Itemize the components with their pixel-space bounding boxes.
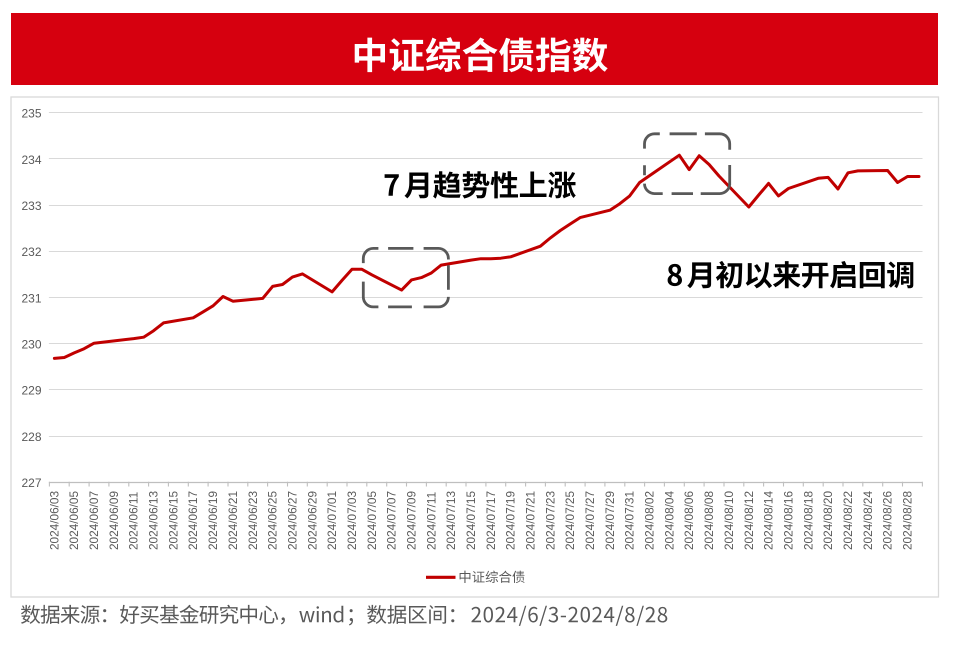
svg-text:2024/08/28: 2024/08/28: [901, 491, 915, 550]
svg-text:2024/08/10: 2024/08/10: [722, 491, 736, 550]
svg-text:2024/08/08: 2024/08/08: [702, 491, 716, 550]
svg-text:2024/07/27: 2024/07/27: [583, 491, 597, 550]
svg-text:2024/07/19: 2024/07/19: [504, 491, 518, 550]
svg-text:2024/06/29: 2024/06/29: [305, 491, 319, 550]
svg-text:2024/06/17: 2024/06/17: [186, 491, 200, 550]
svg-text:2024/08/06: 2024/08/06: [682, 491, 696, 550]
svg-text:2024/08/12: 2024/08/12: [742, 491, 756, 550]
svg-text:2024/07/25: 2024/07/25: [563, 491, 577, 550]
svg-text:2024/07/03: 2024/07/03: [345, 491, 359, 550]
svg-text:2024/08/04: 2024/08/04: [662, 491, 676, 550]
svg-text:227: 227: [21, 476, 41, 490]
svg-text:2024/07/23: 2024/07/23: [543, 491, 557, 550]
svg-text:2024/08/02: 2024/08/02: [643, 491, 657, 550]
svg-text:232: 232: [21, 245, 41, 259]
svg-text:2024/07/21: 2024/07/21: [524, 491, 538, 550]
svg-text:2024/07/17: 2024/07/17: [484, 491, 498, 550]
svg-text:2024/07/09: 2024/07/09: [405, 491, 419, 550]
svg-text:229: 229: [21, 384, 41, 398]
svg-text:2024/06/05: 2024/06/05: [67, 491, 81, 550]
svg-text:2024/07/01: 2024/07/01: [325, 491, 339, 550]
svg-text:2024/08/18: 2024/08/18: [801, 491, 815, 550]
svg-text:2024/07/15: 2024/07/15: [464, 491, 478, 550]
svg-text:2024/07/29: 2024/07/29: [603, 491, 617, 550]
svg-text:2024/06/23: 2024/06/23: [246, 491, 260, 550]
svg-text:234: 234: [21, 153, 41, 167]
svg-text:2024/08/16: 2024/08/16: [781, 491, 795, 550]
svg-text:2024/08/22: 2024/08/22: [841, 491, 855, 550]
svg-text:2024/07/07: 2024/07/07: [385, 491, 399, 550]
svg-text:2024/07/31: 2024/07/31: [623, 491, 637, 550]
svg-text:2024/06/19: 2024/06/19: [206, 491, 220, 550]
svg-text:2024/06/27: 2024/06/27: [285, 491, 299, 550]
svg-text:2024/06/07: 2024/06/07: [87, 491, 101, 550]
svg-text:2024/06/11: 2024/06/11: [127, 492, 141, 550]
svg-text:2024/07/05: 2024/07/05: [365, 491, 379, 550]
svg-text:233: 233: [21, 199, 41, 213]
svg-text:2024/06/21: 2024/06/21: [226, 491, 240, 550]
svg-text:2024/06/13: 2024/06/13: [147, 491, 161, 550]
svg-text:2024/06/09: 2024/06/09: [107, 491, 121, 550]
svg-text:2024/06/25: 2024/06/25: [266, 491, 280, 550]
svg-text:2024/08/26: 2024/08/26: [881, 491, 895, 550]
svg-text:2024/08/24: 2024/08/24: [861, 491, 875, 550]
svg-text:228: 228: [21, 430, 41, 444]
svg-text:2024/07/11: 2024/07/11: [424, 492, 438, 550]
svg-text:2024/08/14: 2024/08/14: [762, 491, 776, 550]
svg-text:235: 235: [21, 107, 41, 121]
svg-text:2024/08/20: 2024/08/20: [821, 491, 835, 550]
svg-text:230: 230: [21, 338, 41, 352]
svg-text:231: 231: [21, 291, 41, 305]
svg-text:2024/06/03: 2024/06/03: [47, 491, 61, 550]
svg-text:2024/06/15: 2024/06/15: [166, 491, 180, 550]
svg-text:2024/07/13: 2024/07/13: [444, 491, 458, 550]
